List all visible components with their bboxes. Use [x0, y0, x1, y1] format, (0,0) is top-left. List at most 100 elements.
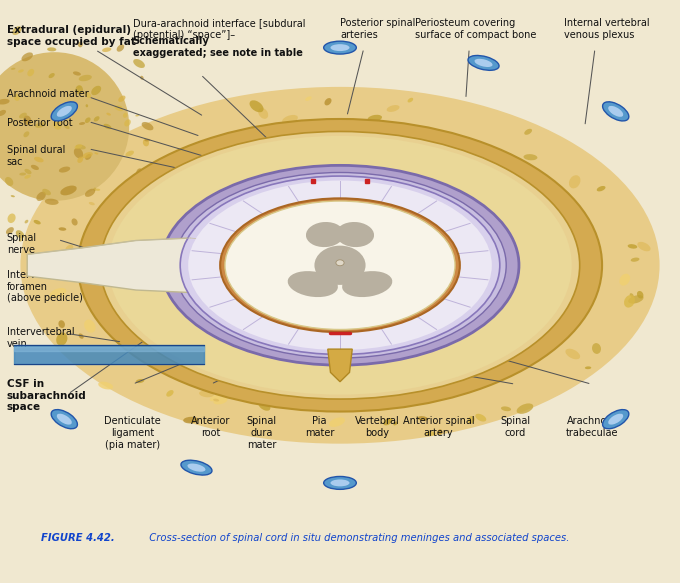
- Text: Internal vertebral
venous plexus: Internal vertebral venous plexus: [564, 19, 650, 40]
- Ellipse shape: [524, 154, 537, 160]
- Ellipse shape: [387, 105, 400, 112]
- Ellipse shape: [19, 238, 22, 242]
- Text: Denticulate
ligament
(pia mater): Denticulate ligament (pia mater): [104, 416, 161, 449]
- Ellipse shape: [209, 395, 220, 401]
- Ellipse shape: [22, 52, 33, 61]
- Ellipse shape: [84, 319, 96, 333]
- Ellipse shape: [250, 100, 264, 113]
- Ellipse shape: [116, 206, 122, 210]
- Ellipse shape: [524, 129, 532, 135]
- Ellipse shape: [592, 343, 601, 354]
- Ellipse shape: [305, 96, 311, 101]
- Ellipse shape: [136, 205, 148, 213]
- Text: Intervertebral
foramen
(above pedicle): Intervertebral foramen (above pedicle): [7, 271, 83, 303]
- Ellipse shape: [50, 288, 67, 298]
- Ellipse shape: [85, 189, 95, 197]
- Ellipse shape: [31, 165, 39, 170]
- Text: Spinal
nerve: Spinal nerve: [7, 233, 37, 255]
- Ellipse shape: [569, 175, 581, 188]
- Ellipse shape: [258, 108, 268, 119]
- Text: Arachnoid
trabeculae: Arachnoid trabeculae: [565, 416, 618, 438]
- Text: Dura-arachnoid interface [subdural
(potential) “space”]–: Dura-arachnoid interface [subdural (pote…: [133, 19, 305, 40]
- Ellipse shape: [106, 113, 111, 115]
- Ellipse shape: [161, 166, 519, 365]
- Ellipse shape: [330, 479, 350, 486]
- Ellipse shape: [12, 26, 22, 35]
- Ellipse shape: [98, 382, 113, 389]
- Ellipse shape: [131, 236, 144, 243]
- Text: Periosteum covering
surface of compact bone: Periosteum covering surface of compact b…: [415, 19, 536, 40]
- Ellipse shape: [133, 59, 145, 68]
- Ellipse shape: [384, 418, 392, 426]
- Ellipse shape: [133, 195, 137, 199]
- Ellipse shape: [199, 391, 214, 397]
- Polygon shape: [328, 349, 352, 382]
- Ellipse shape: [19, 173, 26, 175]
- Ellipse shape: [102, 47, 112, 52]
- Ellipse shape: [56, 414, 72, 424]
- Ellipse shape: [137, 237, 143, 241]
- Ellipse shape: [367, 115, 382, 122]
- Ellipse shape: [78, 119, 602, 412]
- Ellipse shape: [37, 192, 46, 201]
- Ellipse shape: [407, 98, 413, 103]
- Ellipse shape: [137, 209, 146, 212]
- Ellipse shape: [6, 227, 14, 234]
- Ellipse shape: [336, 260, 344, 266]
- Ellipse shape: [85, 92, 91, 98]
- Ellipse shape: [637, 291, 643, 298]
- Text: Schematically
exaggerated; see note in table: Schematically exaggerated; see note in t…: [133, 36, 303, 58]
- Ellipse shape: [89, 202, 95, 205]
- Ellipse shape: [136, 168, 143, 176]
- Ellipse shape: [630, 293, 634, 297]
- Ellipse shape: [79, 75, 92, 81]
- Ellipse shape: [79, 333, 84, 339]
- Text: Posterior spinal
arteries: Posterior spinal arteries: [340, 19, 415, 40]
- Ellipse shape: [51, 410, 78, 429]
- Ellipse shape: [7, 213, 16, 223]
- Ellipse shape: [628, 295, 643, 304]
- Ellipse shape: [468, 416, 475, 424]
- Ellipse shape: [93, 188, 97, 191]
- Ellipse shape: [130, 212, 137, 215]
- Ellipse shape: [602, 410, 629, 429]
- Text: Arachnoid mater: Arachnoid mater: [7, 89, 88, 99]
- Ellipse shape: [123, 113, 127, 118]
- Ellipse shape: [56, 106, 72, 117]
- Text: Spinal
dura
mater: Spinal dura mater: [247, 416, 277, 449]
- Ellipse shape: [125, 150, 134, 156]
- Ellipse shape: [143, 139, 149, 146]
- Ellipse shape: [91, 86, 101, 95]
- Ellipse shape: [288, 271, 338, 297]
- Ellipse shape: [183, 417, 199, 423]
- Ellipse shape: [103, 124, 112, 129]
- Ellipse shape: [78, 41, 83, 47]
- Ellipse shape: [608, 106, 624, 117]
- Ellipse shape: [11, 195, 15, 197]
- Ellipse shape: [468, 55, 499, 71]
- Ellipse shape: [124, 120, 131, 127]
- Ellipse shape: [78, 157, 83, 163]
- Ellipse shape: [56, 332, 67, 346]
- Ellipse shape: [0, 99, 10, 104]
- Ellipse shape: [59, 167, 70, 173]
- Ellipse shape: [23, 115, 31, 125]
- Ellipse shape: [565, 349, 580, 359]
- Ellipse shape: [342, 271, 392, 297]
- Ellipse shape: [225, 201, 455, 329]
- Ellipse shape: [517, 403, 533, 414]
- Ellipse shape: [64, 125, 69, 129]
- Ellipse shape: [58, 227, 66, 231]
- Ellipse shape: [82, 152, 92, 159]
- Ellipse shape: [258, 401, 271, 411]
- Ellipse shape: [118, 96, 126, 102]
- Ellipse shape: [624, 295, 635, 308]
- Ellipse shape: [631, 258, 639, 262]
- Ellipse shape: [637, 242, 651, 251]
- Ellipse shape: [51, 102, 78, 121]
- Ellipse shape: [53, 120, 62, 129]
- Ellipse shape: [20, 87, 660, 444]
- Ellipse shape: [628, 244, 637, 248]
- Ellipse shape: [114, 106, 123, 111]
- Ellipse shape: [19, 113, 27, 118]
